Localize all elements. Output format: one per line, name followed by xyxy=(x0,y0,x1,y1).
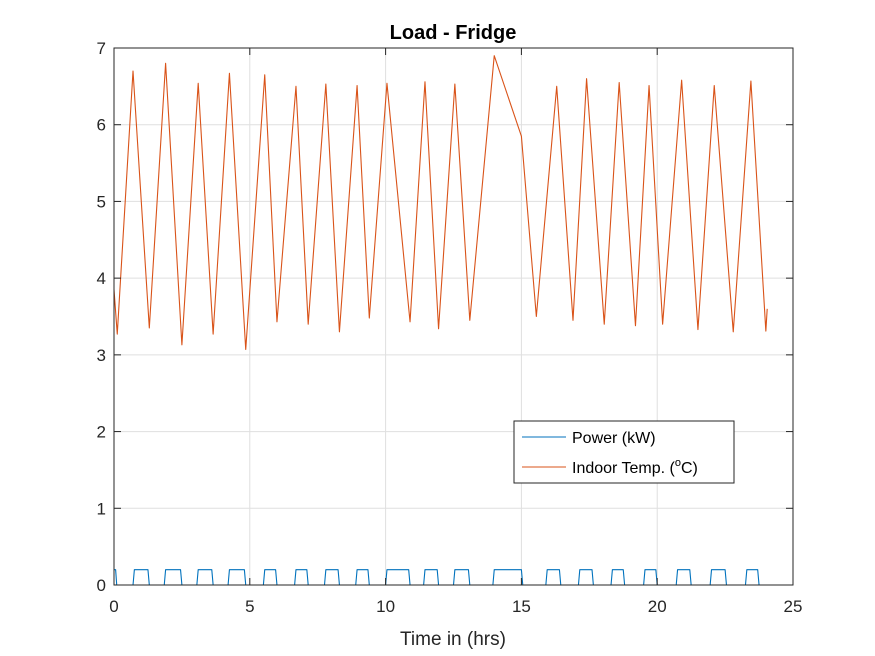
series-indoor-temp-line xyxy=(113,55,768,351)
y-tick-label: 3 xyxy=(97,346,106,365)
legend-entry-indoor-temp: Indoor Temp. (oC) xyxy=(572,457,698,477)
chart-title: Load - Fridge xyxy=(390,22,517,44)
legend-box xyxy=(513,420,735,484)
y-tick-label: 2 xyxy=(97,423,106,442)
y-tick-label: 0 xyxy=(97,576,106,595)
x-tick-label: 5 xyxy=(245,597,254,616)
x-tick-label: 10 xyxy=(376,597,395,616)
legend: Power (kW) Indoor Temp. (oC) xyxy=(513,420,735,484)
y-tick-label: 7 xyxy=(97,39,106,58)
plot-area-frame xyxy=(113,47,794,586)
x-axis-label: Time in (hrs) xyxy=(400,629,506,650)
y-tick-label: 1 xyxy=(97,499,106,518)
x-tick-label: 25 xyxy=(784,597,803,616)
y-tick-label: 5 xyxy=(97,192,106,211)
x-tick-label: 20 xyxy=(648,597,667,616)
y-axis-ticks: 0 1 2 3 4 5 6 7 xyxy=(97,39,793,595)
y-tick-label: 4 xyxy=(97,269,106,288)
x-tick-label: 0 xyxy=(109,597,118,616)
legend-entry-power: Power (kW) xyxy=(572,430,656,447)
x-tick-label: 15 xyxy=(512,597,531,616)
x-axis-ticks: 0 5 10 15 20 25 xyxy=(109,48,802,616)
y-tick-label: 6 xyxy=(97,116,106,135)
